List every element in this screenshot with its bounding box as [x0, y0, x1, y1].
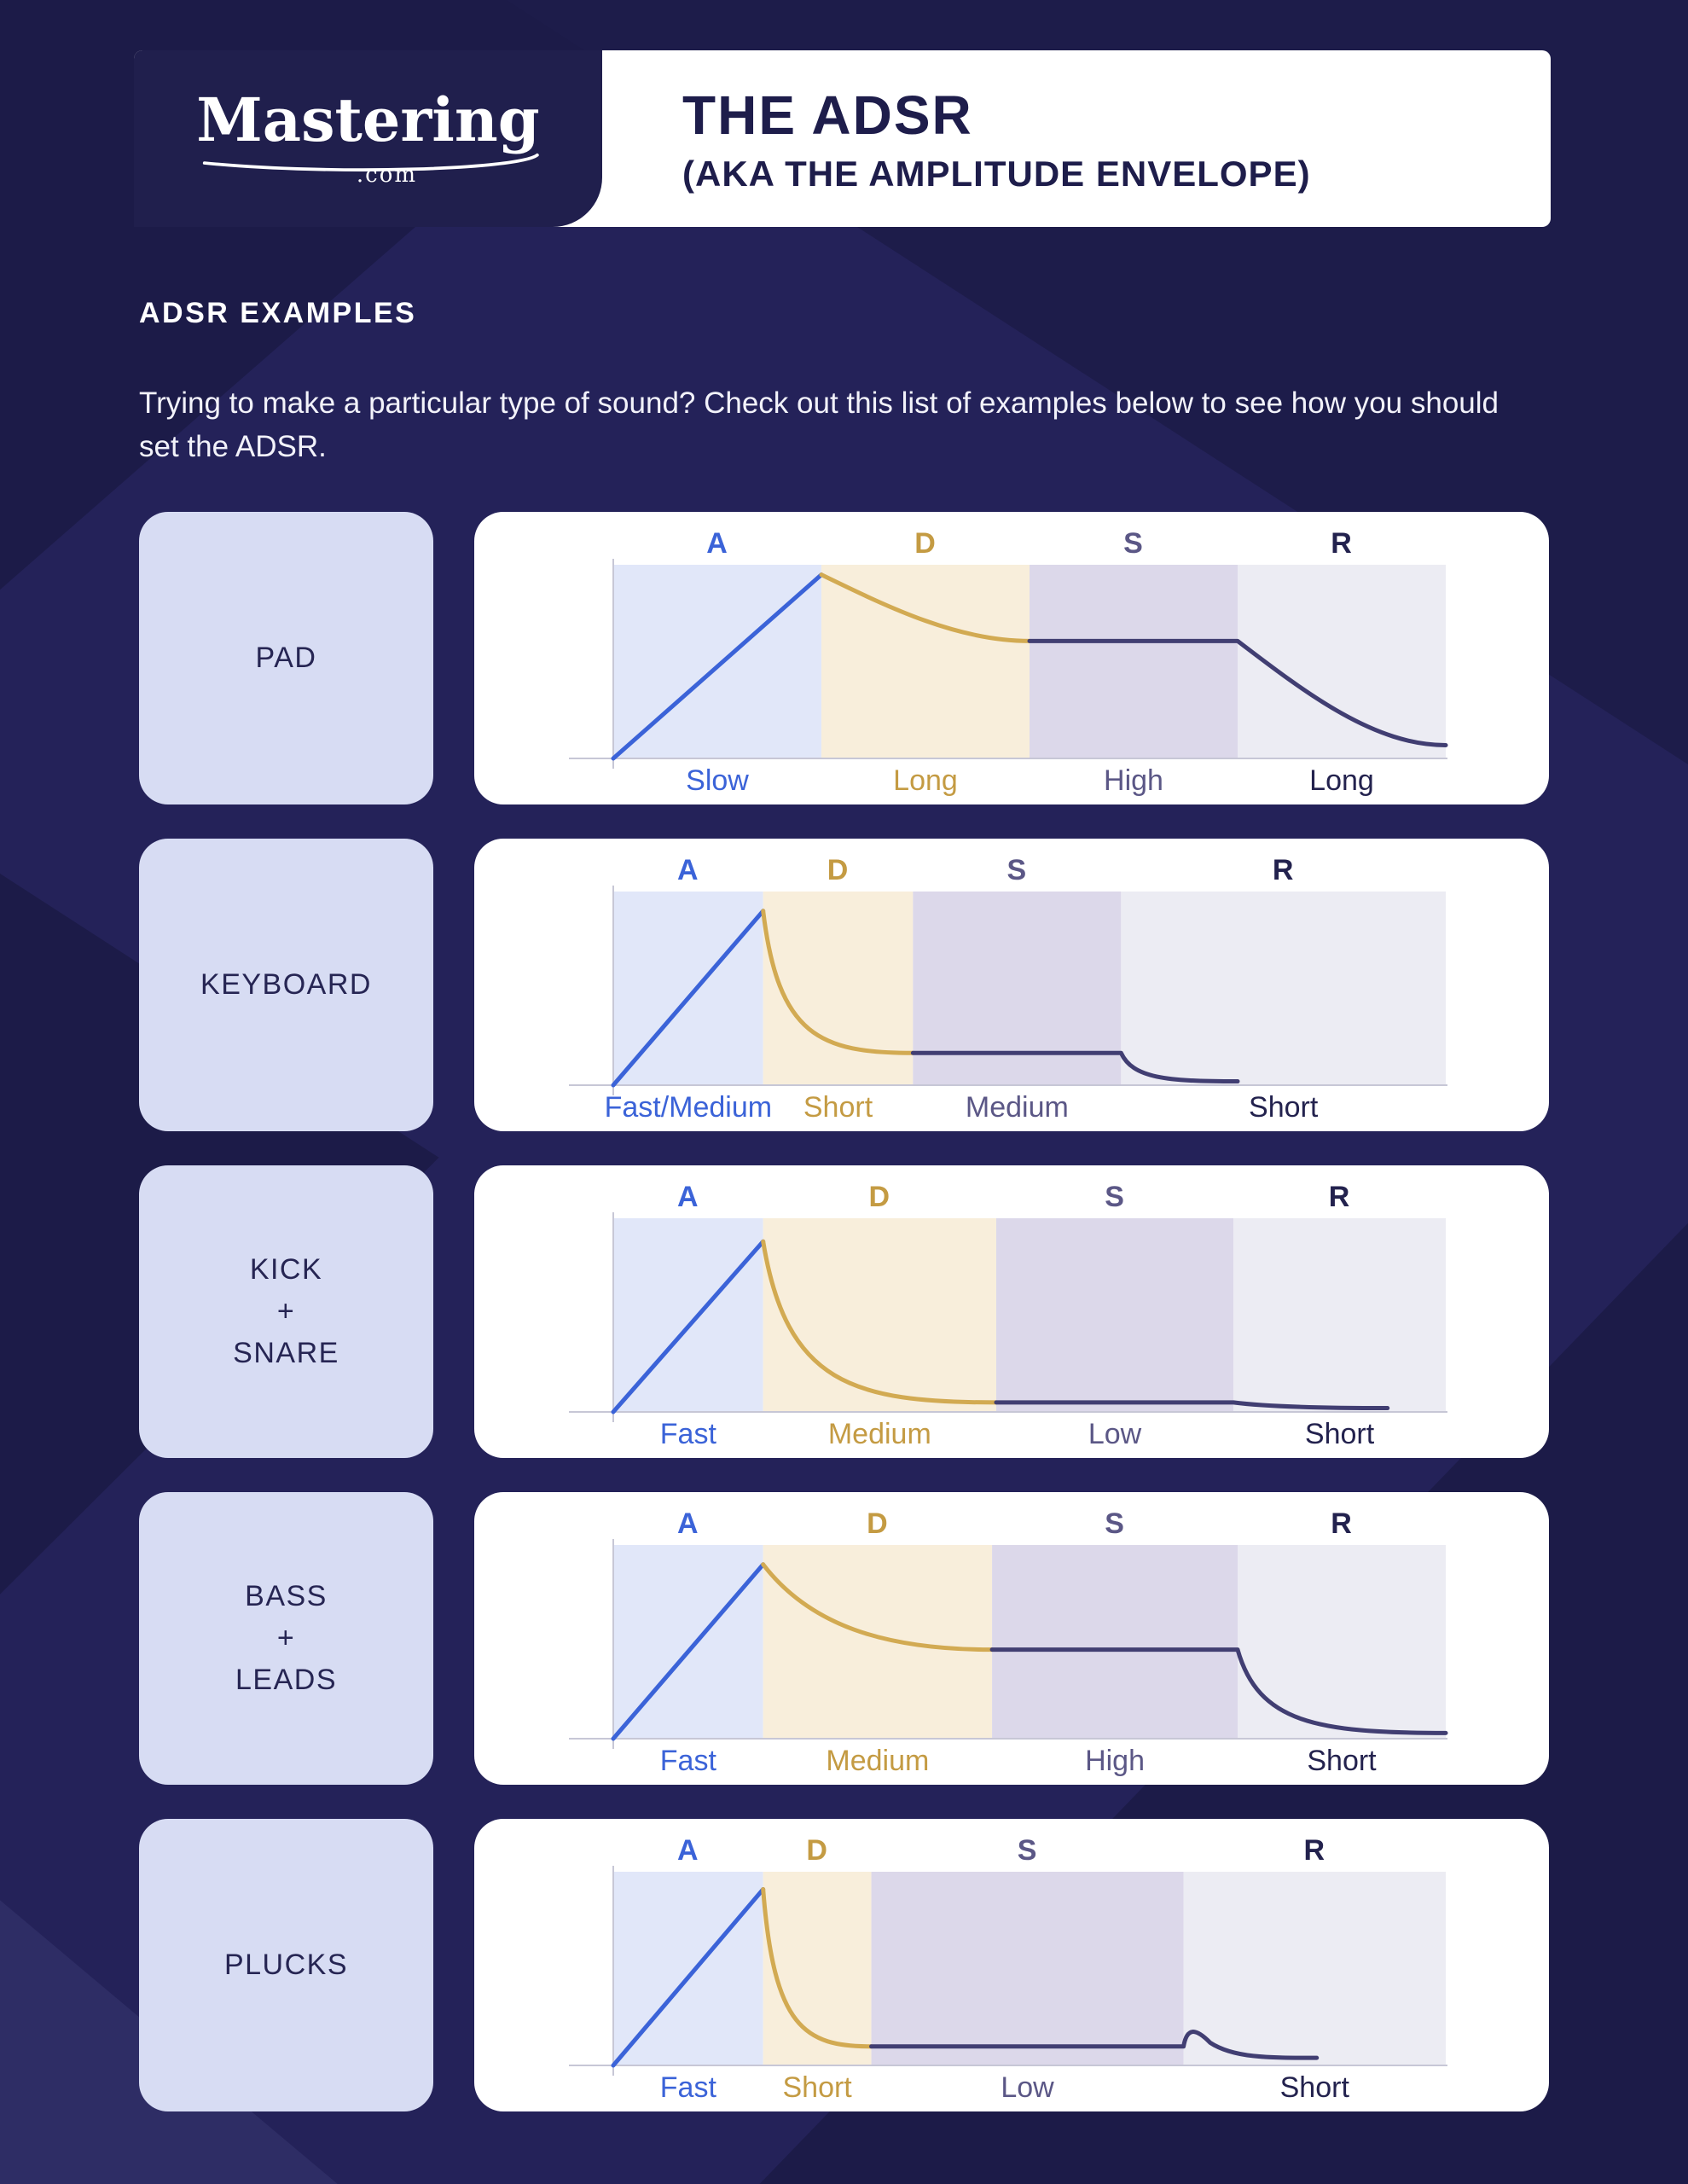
instrument-label-line: BASS — [245, 1579, 328, 1612]
adsr-value-label: Low — [1001, 2071, 1054, 2104]
adsr-value-label: Short — [1307, 1745, 1377, 1777]
instrument-label: PAD — [256, 637, 317, 679]
adsr-value-label: Fast — [659, 1745, 716, 1777]
adsr-values-row: Fast Medium High Short — [474, 1745, 1549, 1782]
adsr-value-label: Long — [893, 764, 958, 797]
envelope-svg — [569, 559, 1448, 769]
instrument-label-line: KEYBOARD — [200, 967, 372, 1001]
adsr-letter: R — [1272, 854, 1295, 886]
examples-list: PAD A D S R Slow Long High Long KEYBOARD A D S R … — [139, 512, 1549, 2111]
instrument-label-line: KICK — [249, 1252, 323, 1286]
page-subtitle: (AKA THE AMPLITUDE ENVELOPE) — [682, 153, 1311, 194]
instrument-label-box: KEYBOARD — [139, 839, 433, 1131]
instrument-label-line: PLUCKS — [223, 1948, 349, 1981]
adsr-example-row: PAD A D S R Slow Long High Long — [139, 512, 1549, 804]
instrument-label-box: BASS + LEADS — [139, 1492, 433, 1785]
instrument-label-line: PAD — [255, 641, 317, 674]
adsr-example-row: KEYBOARD A D S R Fast/Medium Short Medium Shor… — [139, 839, 1549, 1131]
adsr-value-label: Medium — [965, 1091, 1069, 1124]
adsr-letter: S — [1105, 1181, 1125, 1213]
envelope-svg — [569, 1866, 1447, 2076]
instrument-label: PLUCKS — [224, 1944, 348, 1986]
adsr-letter: R — [1331, 1507, 1353, 1540]
mastering-logo: Mastering .com — [134, 50, 602, 227]
adsr-value-label: Medium — [827, 1418, 931, 1450]
adsr-value-label: Low — [1088, 1418, 1142, 1450]
adsr-value-label: High — [1104, 764, 1163, 797]
adsr-value-label: Slow — [686, 764, 749, 797]
adsr-letter: S — [1006, 854, 1028, 886]
adsr-example-row: PLUCKS A D S R Fast Short Low Short — [139, 1819, 1549, 2111]
adsr-letter: A — [706, 527, 728, 560]
intro-description: Trying to make a particular type of soun… — [139, 386, 1499, 463]
adsr-letter: A — [677, 1181, 699, 1213]
instrument-label: BASS + LEADS — [235, 1576, 337, 1702]
adsr-letter: S — [1123, 527, 1144, 560]
adsr-example-row: BASS + LEADS A D S R Fast Medium High Short — [139, 1492, 1549, 1785]
adsr-values-row: Fast/Medium Short Medium Short — [474, 1091, 1549, 1129]
instrument-label: KEYBOARD — [200, 964, 372, 1006]
adsr-letter: S — [1017, 1834, 1038, 1867]
adsr-value-label: Long — [1309, 764, 1374, 797]
adsr-letter: R — [1328, 1181, 1351, 1213]
envelope-svg — [569, 886, 1447, 1095]
envelope-chart-panel: A D S R Fast Medium Low Short — [474, 1165, 1549, 1458]
adsr-letter: S — [1105, 1507, 1125, 1540]
adsr-letter: A — [677, 1834, 699, 1867]
adsr-value-label: Fast — [659, 2071, 716, 2104]
adsr-value-label: Fast — [659, 1418, 716, 1450]
adsr-letter: D — [827, 854, 850, 886]
instrument-label-box: KICK + SNARE — [139, 1165, 433, 1458]
adsr-value-label: Fast/Medium — [604, 1091, 773, 1124]
instrument-label-line: LEADS — [235, 1664, 337, 1697]
envelope-svg — [569, 1539, 1448, 1749]
adsr-value-label: Medium — [826, 1745, 930, 1777]
page-title: THE ADSR — [682, 84, 973, 146]
adsr-letter: D — [868, 1181, 891, 1213]
instrument-label-line: SNARE — [233, 1337, 339, 1370]
instrument-label-box: PAD — [139, 512, 433, 804]
envelope-svg — [569, 1212, 1447, 1422]
logo-domain-text: .com — [356, 161, 418, 188]
logo-swash-flourish — [202, 153, 539, 171]
envelope-chart-panel: A D S R Fast/Medium Short Medium Short — [474, 839, 1549, 1131]
instrument-label-box: PLUCKS — [139, 1819, 433, 2111]
instrument-label-line: + — [276, 1621, 296, 1654]
adsr-letter: A — [677, 1507, 699, 1540]
adsr-value-label: Short — [1279, 2071, 1349, 2104]
adsr-letter: D — [914, 527, 937, 560]
header-titles: THE ADSR (AKA THE AMPLITUDE ENVELOPE) — [682, 84, 1311, 195]
adsr-values-row: Fast Short Low Short — [474, 2071, 1549, 2109]
adsr-letter: R — [1331, 527, 1353, 560]
instrument-label: KICK + SNARE — [233, 1249, 339, 1375]
adsr-letter: A — [677, 854, 699, 886]
adsr-letter: D — [867, 1507, 889, 1540]
section-heading: ADSR EXAMPLES — [139, 297, 417, 329]
adsr-value-label: Short — [1249, 1091, 1319, 1124]
adsr-letter: R — [1303, 1834, 1326, 1867]
adsr-value-label: High — [1085, 1745, 1145, 1777]
adsr-value-label: Short — [1304, 1418, 1375, 1450]
logo-brand-text: Mastering — [196, 84, 540, 155]
envelope-chart-panel: A D S R Fast Medium High Short — [474, 1492, 1549, 1785]
adsr-values-row: Slow Long High Long — [474, 764, 1549, 802]
header: Mastering .com THE ADSR (AKA THE AMPLITU… — [134, 50, 1551, 227]
adsr-letter: D — [806, 1834, 828, 1867]
envelope-chart-panel: A D S R Fast Short Low Short — [474, 1819, 1549, 2111]
adsr-value-label: Short — [782, 2071, 852, 2104]
instrument-label-line: + — [276, 1294, 296, 1327]
adsr-example-row: KICK + SNARE A D S R Fast Medium Low Short — [139, 1165, 1549, 1458]
adsr-value-label: Short — [803, 1091, 873, 1124]
adsr-values-row: Fast Medium Low Short — [474, 1418, 1549, 1455]
envelope-chart-panel: A D S R Slow Long High Long — [474, 512, 1549, 804]
